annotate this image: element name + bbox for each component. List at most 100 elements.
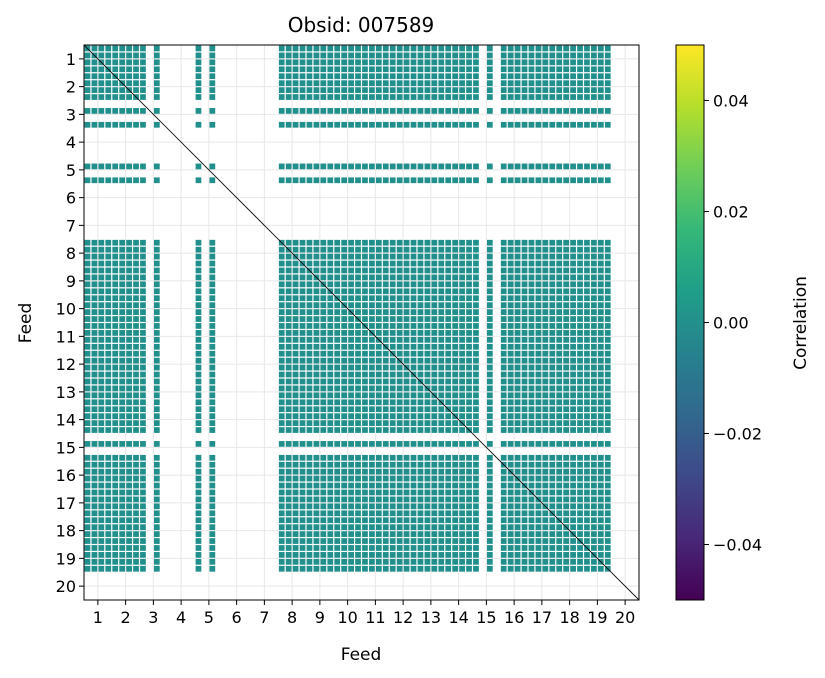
heatmap-cell — [556, 399, 563, 406]
heatmap-cell — [285, 552, 292, 558]
heatmap-cell — [570, 461, 576, 468]
heatmap-cell — [500, 531, 507, 537]
heatmap-cell — [417, 538, 424, 544]
heatmap-cell — [500, 177, 507, 184]
heatmap-cell — [507, 475, 514, 482]
heatmap-cell — [556, 323, 563, 329]
heatmap-cell — [424, 260, 431, 267]
heatmap-cell — [438, 385, 445, 392]
heatmap-cell — [452, 510, 459, 517]
x-tick-label: 8 — [287, 608, 297, 627]
heatmap-cell — [382, 371, 389, 378]
heatmap-cell — [403, 87, 410, 93]
heatmap-cell — [355, 163, 361, 170]
heatmap-cell — [438, 392, 445, 399]
heatmap-cell — [403, 177, 410, 184]
heatmap-cell — [306, 413, 313, 420]
heatmap-cell — [403, 517, 410, 524]
heatmap-cell — [91, 239, 98, 246]
heatmap-cell — [341, 468, 348, 475]
heatmap-cell — [535, 503, 542, 510]
heatmap-cell — [577, 281, 583, 288]
heatmap-cell — [369, 475, 375, 482]
heatmap-cell — [278, 489, 285, 496]
heatmap-cell — [521, 52, 528, 59]
heatmap-cell — [84, 420, 91, 426]
heatmap-cell — [535, 323, 542, 329]
heatmap-cell — [500, 496, 507, 503]
heatmap-cell — [514, 163, 521, 170]
heatmap-cell — [195, 87, 202, 93]
heatmap-cell — [570, 482, 576, 489]
heatmap-cell — [341, 336, 348, 343]
heatmap-cell — [278, 343, 285, 350]
heatmap-cell — [528, 413, 535, 420]
heatmap-cell — [292, 461, 299, 468]
heatmap-cell — [285, 336, 292, 343]
heatmap-cell — [299, 253, 306, 260]
heatmap-cell — [535, 330, 542, 336]
heatmap-cell — [535, 468, 542, 475]
heatmap-cell — [119, 517, 126, 524]
heatmap-cell — [396, 454, 403, 461]
heatmap-cell — [389, 357, 396, 364]
heatmap-cell — [278, 427, 285, 433]
heatmap-cell — [209, 108, 216, 114]
heatmap-cell — [424, 246, 431, 253]
heatmap-cell — [112, 378, 119, 385]
heatmap-cell — [417, 295, 424, 302]
heatmap-cell — [382, 274, 389, 281]
heatmap-cell — [140, 80, 146, 87]
heatmap-cell — [375, 73, 382, 80]
heatmap-cell — [486, 538, 493, 544]
heatmap-cell — [119, 302, 126, 309]
heatmap-cell — [597, 309, 604, 315]
heatmap-cell — [133, 524, 139, 531]
heatmap-cell — [278, 73, 285, 80]
heatmap-cell — [153, 378, 160, 385]
heatmap-cell — [355, 52, 361, 59]
heatmap-cell — [507, 503, 514, 510]
heatmap-cell — [84, 461, 91, 468]
heatmap-cell — [105, 357, 112, 364]
heatmap-cell — [542, 121, 549, 128]
heatmap-cell — [153, 177, 160, 184]
heatmap-cell — [285, 420, 292, 426]
heatmap-cell — [105, 45, 112, 52]
heatmap-cell — [424, 316, 431, 322]
heatmap-cell — [410, 496, 417, 503]
heatmap-cell — [521, 253, 528, 260]
heatmap-cell — [445, 420, 452, 426]
heatmap-cell — [473, 399, 479, 406]
heatmap-cell — [313, 87, 320, 93]
heatmap-cell — [577, 87, 583, 93]
heatmap-cell — [327, 531, 334, 537]
heatmap-cell — [153, 558, 160, 565]
heatmap-cell — [84, 454, 91, 461]
heatmap-cell — [459, 399, 465, 406]
heatmap-cell — [84, 413, 91, 420]
heatmap-cell — [445, 45, 452, 52]
heatmap-cell — [584, 524, 590, 531]
heatmap-cell — [535, 489, 542, 496]
heatmap-cell — [292, 288, 299, 295]
heatmap-cell — [438, 73, 445, 80]
heatmap-cell — [507, 288, 514, 295]
heatmap-cell — [133, 336, 139, 343]
heatmap-cell — [445, 517, 452, 524]
heatmap-cell — [604, 558, 611, 565]
heatmap-cell — [521, 73, 528, 80]
heatmap-cell — [382, 385, 389, 392]
heatmap-cell — [105, 489, 112, 496]
heatmap-cell — [563, 496, 570, 503]
heatmap-cell — [126, 552, 132, 558]
heatmap-cell — [445, 475, 452, 482]
heatmap-cell — [112, 260, 119, 267]
heatmap-cell — [140, 343, 146, 350]
heatmap-cell — [278, 87, 285, 93]
heatmap-cell — [577, 468, 583, 475]
heatmap-cell — [542, 309, 549, 315]
heatmap-cell — [403, 565, 410, 572]
heatmap-cell — [375, 121, 382, 128]
heatmap-cell — [473, 482, 479, 489]
